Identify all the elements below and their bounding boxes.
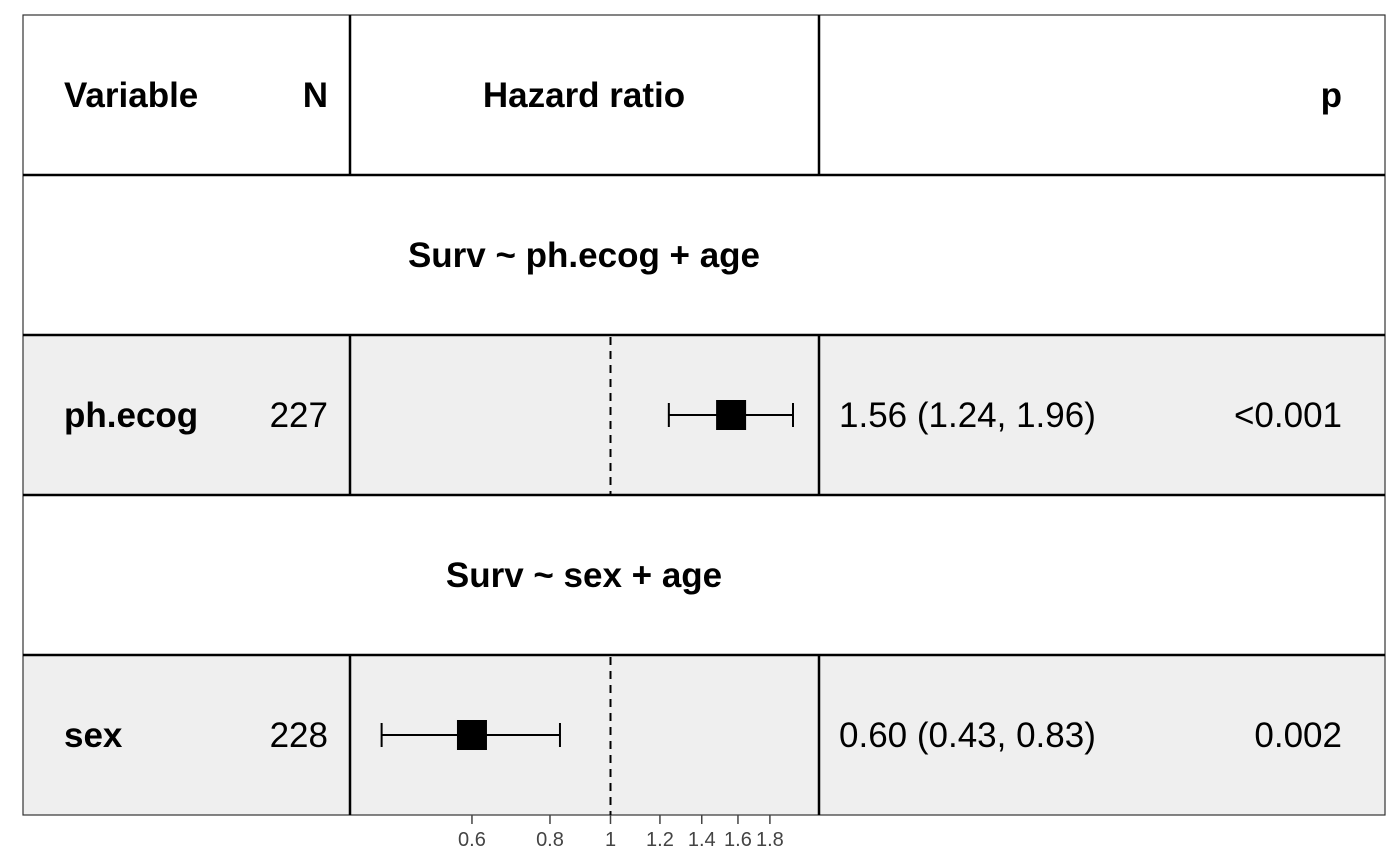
table-frame: [22, 14, 1386, 816]
x-tick-label: 1.6: [724, 829, 752, 851]
row-background: [23, 655, 1385, 815]
x-tick-label: 1.2: [646, 829, 674, 851]
n-value: 228: [270, 716, 328, 755]
n-value: 227: [270, 396, 328, 435]
x-tick-label: 1.8: [756, 829, 784, 851]
x-axis: 0.6 0.8 1 1.2 1.4 1.6 1.8: [458, 815, 784, 851]
row-backgrounds: [23, 335, 1385, 815]
p-value: 0.002: [1254, 716, 1342, 755]
x-tick-label: 1: [605, 829, 616, 851]
estimate-ci-text: 1.56 (1.24, 1.96): [839, 396, 1096, 435]
variable-label: ph.ecog: [64, 396, 198, 435]
header-variable: Variable: [64, 76, 198, 115]
variable-label: sex: [64, 716, 123, 755]
estimate-point: [716, 400, 747, 430]
table-rules: [23, 15, 1385, 815]
p-value: <0.001: [1234, 396, 1342, 435]
hazard-ratio-plot: [380, 337, 795, 815]
estimate-ci-text: 0.60 (0.43, 0.83): [839, 716, 1096, 755]
x-tick-label: 0.6: [458, 829, 486, 851]
group-label: Surv ~ sex + age: [446, 556, 722, 595]
x-tick-label: 1.4: [688, 829, 716, 851]
x-tick-label: 0.8: [536, 829, 564, 851]
table-rows: Surv ~ ph.ecog + age ph.ecog 227 1.56 (1.24…: [64, 236, 1342, 755]
group-label: Surv ~ ph.ecog + age: [408, 236, 760, 275]
header-p: p: [1321, 76, 1342, 115]
estimate-point: [456, 720, 487, 750]
header-n: N: [303, 76, 328, 115]
header-row: Variable N Hazard ratio p: [64, 76, 1342, 115]
header-hazard-ratio: Hazard ratio: [483, 76, 685, 115]
